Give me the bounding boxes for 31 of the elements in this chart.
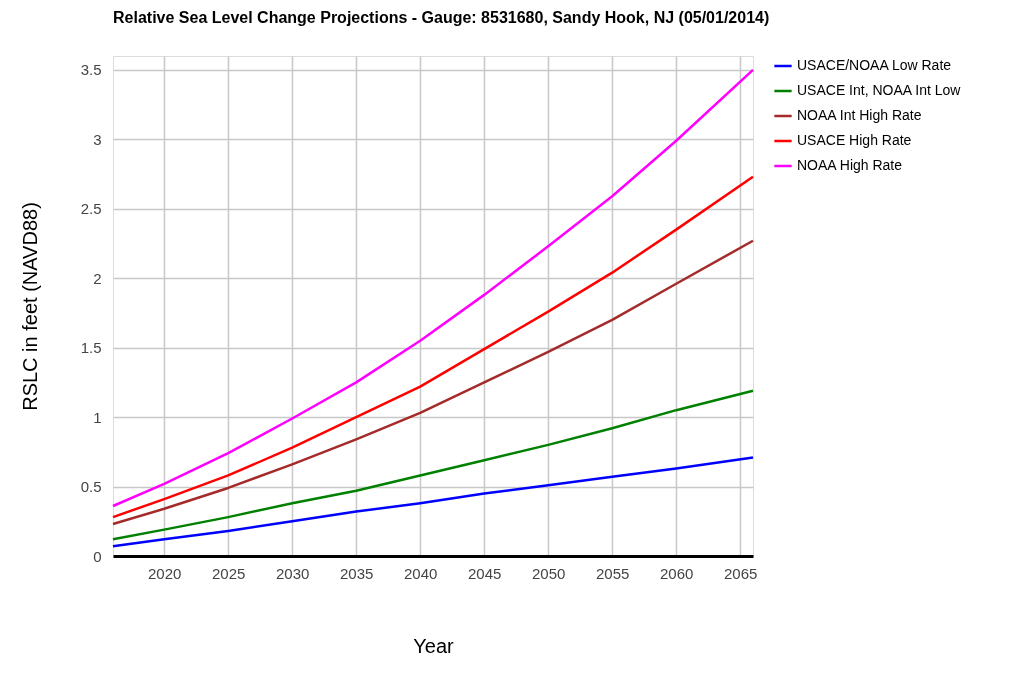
legend-label: USACE Int, NOAA Int Low (797, 82, 962, 98)
x-tick-label: 2030 (276, 564, 310, 582)
legend-label: NOAA Int High Rate (797, 107, 922, 123)
x-axis-title: Year (413, 634, 455, 657)
y-tick-label: 2.5 (80, 200, 102, 218)
x-tick-label: 2050 (532, 564, 566, 582)
y-tick-label: 0 (93, 547, 102, 565)
x-tick-label: 2025 (212, 564, 246, 582)
line-series (111, 175, 755, 519)
line-series (111, 456, 755, 548)
line-series (111, 68, 755, 508)
line-series (111, 239, 755, 526)
y-tick-label: 2 (93, 269, 102, 287)
y-tick-label: 1 (93, 408, 102, 426)
y-tick-label: 0.5 (80, 478, 102, 496)
x-tick-label: 2065 (724, 564, 758, 582)
x-tick-label: 2045 (468, 564, 502, 582)
legend-label: USACE High Rate (797, 132, 912, 148)
line-series (111, 389, 755, 541)
x-tick-label: 2035 (340, 564, 374, 582)
x-tick-label: 2055 (596, 564, 630, 582)
chart-title: Relative Sea Level Change Projections - Gauge: 8531680, Sandy Hook, NJ (05/01/2014) (113, 9, 770, 26)
y-tick-label: 3.5 (80, 61, 102, 79)
x-tick-label: 2020 (148, 564, 182, 582)
y-axis-title: RSLC in feet (NAVD88) (18, 202, 41, 411)
legend-label: USACE/NOAA Low Rate (797, 57, 952, 73)
y-tick-label: 3 (93, 130, 102, 148)
y-tick-label: 1.5 (80, 339, 102, 357)
legend-label: NOAA High Rate (797, 157, 903, 173)
x-tick-label: 2060 (660, 564, 694, 582)
x-tick-label: 2040 (404, 564, 438, 582)
